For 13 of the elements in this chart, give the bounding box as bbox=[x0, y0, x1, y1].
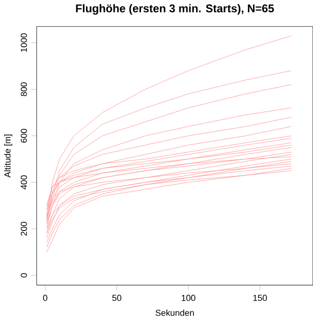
y-tick-label: 600 bbox=[20, 128, 27, 143]
y-axis-title: Altitude [m] bbox=[4, 134, 12, 178]
y-tick-label: 0 bbox=[20, 273, 27, 278]
chart-title: Flughöhe (ersten 3 min. Starts), N=65 bbox=[76, 4, 274, 15]
y-tick-label: 200 bbox=[20, 222, 27, 236]
x-axis-title: Sekunden bbox=[156, 309, 194, 316]
y-tick-label: 400 bbox=[20, 175, 27, 190]
y-tick-label: 1000 bbox=[20, 33, 27, 52]
y-tick-label: 800 bbox=[20, 82, 27, 96]
x-tick-label: 0 bbox=[43, 294, 48, 301]
x-tick-label: 150 bbox=[253, 294, 267, 301]
x-tick-label: 50 bbox=[112, 294, 122, 301]
x-tick-label: 100 bbox=[182, 294, 196, 301]
